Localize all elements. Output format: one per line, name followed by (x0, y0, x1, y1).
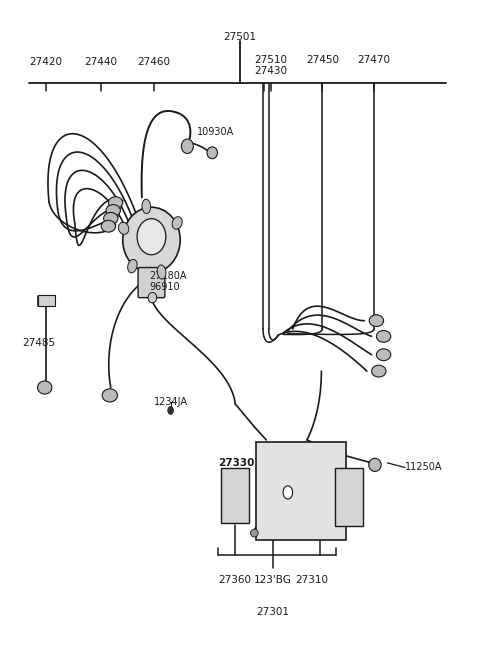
Ellipse shape (157, 265, 166, 279)
Text: 1234JA: 1234JA (154, 397, 188, 407)
Text: 27450: 27450 (306, 55, 339, 64)
Circle shape (283, 486, 293, 499)
Ellipse shape (207, 147, 217, 159)
Ellipse shape (376, 349, 391, 361)
Text: 27310: 27310 (295, 575, 328, 585)
Ellipse shape (372, 365, 386, 377)
Text: 27460: 27460 (137, 57, 170, 67)
Text: 27420: 27420 (30, 57, 63, 67)
Ellipse shape (376, 330, 391, 342)
Ellipse shape (369, 315, 384, 327)
Ellipse shape (251, 529, 258, 537)
Ellipse shape (104, 212, 118, 224)
Ellipse shape (108, 196, 123, 208)
Text: 27301: 27301 (256, 606, 289, 617)
FancyBboxPatch shape (335, 468, 363, 526)
Text: 27440: 27440 (84, 57, 118, 67)
Ellipse shape (123, 207, 180, 273)
Circle shape (168, 407, 173, 415)
Ellipse shape (106, 204, 120, 216)
Text: 27510: 27510 (254, 55, 288, 64)
Ellipse shape (37, 381, 52, 394)
Ellipse shape (101, 220, 116, 232)
Text: 96910: 96910 (149, 283, 180, 292)
Ellipse shape (148, 292, 157, 303)
Text: 27360: 27360 (219, 575, 252, 585)
FancyBboxPatch shape (221, 468, 249, 523)
Text: 27470: 27470 (358, 55, 391, 64)
Ellipse shape (181, 139, 193, 154)
Text: 27180A: 27180A (149, 271, 187, 281)
Text: 27430: 27430 (254, 66, 288, 76)
FancyBboxPatch shape (138, 267, 165, 298)
Text: 11250A: 11250A (405, 463, 443, 472)
Ellipse shape (142, 199, 151, 214)
Ellipse shape (172, 217, 182, 229)
FancyBboxPatch shape (256, 442, 346, 539)
Text: 27501: 27501 (224, 32, 256, 43)
Text: 123'BG: 123'BG (253, 575, 291, 585)
Ellipse shape (128, 260, 137, 273)
Ellipse shape (137, 219, 166, 255)
Ellipse shape (119, 222, 129, 235)
Text: 10930A: 10930A (197, 127, 234, 137)
FancyBboxPatch shape (37, 295, 55, 306)
Text: 27485: 27485 (23, 338, 56, 348)
Ellipse shape (369, 459, 381, 472)
Ellipse shape (102, 389, 118, 402)
Text: 27330: 27330 (218, 458, 254, 468)
